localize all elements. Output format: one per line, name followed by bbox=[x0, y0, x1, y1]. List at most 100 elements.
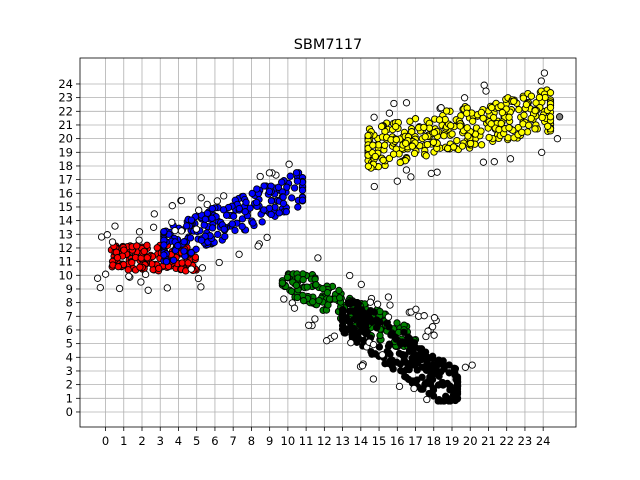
data-point-series-4 bbox=[399, 351, 407, 359]
data-point-series-4 bbox=[345, 298, 353, 307]
data-point-series-1 bbox=[279, 199, 288, 208]
y-tick-label: 4 bbox=[66, 350, 73, 364]
y-tick-label: 24 bbox=[58, 77, 73, 91]
data-point-series-2 bbox=[522, 100, 531, 109]
y-tick-label: 19 bbox=[58, 145, 73, 159]
data-point-series-2 bbox=[497, 119, 505, 128]
data-point-series-2 bbox=[421, 133, 429, 141]
outlier-point bbox=[96, 283, 104, 292]
y-tick-label: 11 bbox=[58, 255, 73, 269]
outlier-point bbox=[378, 351, 386, 359]
data-point-series-4 bbox=[381, 360, 389, 368]
outlier-point bbox=[177, 196, 186, 205]
data-point-series-2 bbox=[535, 93, 544, 102]
data-point-series-2 bbox=[369, 141, 377, 149]
data-point-series-1 bbox=[187, 216, 196, 224]
data-point-series-2 bbox=[538, 113, 546, 122]
y-tick-label: 0 bbox=[66, 405, 73, 419]
x-tick-label: 3 bbox=[157, 434, 164, 448]
data-point-series-1 bbox=[187, 249, 195, 257]
outlier-point bbox=[358, 362, 367, 370]
x-tick-label: 11 bbox=[299, 434, 314, 448]
data-point-series-2 bbox=[485, 133, 493, 142]
x-tick-label: 19 bbox=[445, 434, 460, 448]
y-tick-label: 17 bbox=[58, 173, 73, 187]
x-tick-label: 9 bbox=[266, 434, 273, 448]
data-point-series-2 bbox=[464, 132, 472, 140]
data-point-series-4 bbox=[453, 385, 462, 393]
outlier-point bbox=[177, 227, 186, 235]
outlier-point bbox=[402, 99, 411, 107]
data-point-series-1 bbox=[160, 251, 168, 259]
data-point-series-3 bbox=[283, 273, 292, 281]
outlier-point bbox=[430, 331, 438, 339]
outlier-point bbox=[386, 301, 394, 309]
data-point-series-1 bbox=[186, 234, 195, 242]
data-point-series-1 bbox=[160, 241, 168, 249]
x-tick-label: 0 bbox=[102, 434, 109, 448]
data-point-series-0 bbox=[120, 246, 128, 254]
data-point-series-0 bbox=[124, 266, 132, 274]
outlier-point bbox=[235, 250, 243, 258]
data-point-series-3 bbox=[393, 319, 401, 327]
x-tick-label: 21 bbox=[481, 434, 496, 448]
data-point-series-1 bbox=[174, 241, 182, 250]
outlier-point bbox=[384, 313, 393, 321]
data-point-series-2 bbox=[505, 113, 513, 121]
data-point-series-1 bbox=[267, 210, 275, 219]
outlier-point bbox=[280, 295, 288, 303]
outlier-point bbox=[203, 200, 211, 209]
outlier-point bbox=[187, 265, 195, 273]
outlier-point bbox=[311, 315, 319, 323]
data-point-series-1 bbox=[197, 236, 206, 244]
chart-title: SBM7117 bbox=[294, 37, 363, 53]
data-point-series-1 bbox=[208, 224, 217, 232]
data-point-series-1 bbox=[219, 206, 228, 214]
outlier-point bbox=[198, 264, 207, 272]
y-tick-label: 22 bbox=[58, 104, 73, 118]
data-point-series-1 bbox=[249, 219, 257, 227]
outlier-point bbox=[305, 321, 313, 329]
outlier-point bbox=[366, 298, 375, 306]
data-point-series-3 bbox=[299, 297, 308, 305]
data-point-series-0 bbox=[140, 247, 148, 256]
outlier-point bbox=[220, 192, 228, 200]
outlier-point bbox=[393, 177, 401, 185]
outlier-point bbox=[265, 169, 274, 177]
data-point-series-2 bbox=[477, 127, 485, 135]
data-point-series-1 bbox=[286, 172, 294, 180]
outlier-point bbox=[407, 173, 415, 181]
data-point-series-3 bbox=[303, 283, 311, 291]
data-point-series-1 bbox=[288, 194, 296, 202]
data-point-series-4 bbox=[428, 368, 436, 377]
data-point-series-4 bbox=[418, 363, 427, 371]
x-tick-label: 20 bbox=[463, 434, 478, 448]
data-point-series-3 bbox=[299, 276, 307, 284]
y-tick-label: 23 bbox=[58, 91, 73, 105]
outlier-point bbox=[256, 172, 264, 181]
data-point-series-1 bbox=[241, 208, 249, 216]
data-point-series-4 bbox=[391, 333, 399, 341]
data-point-series-0 bbox=[143, 241, 151, 249]
data-point-series-2 bbox=[396, 158, 404, 167]
outlier-point bbox=[347, 339, 355, 347]
y-tick-label: 1 bbox=[66, 391, 73, 405]
outlier-point bbox=[430, 314, 439, 322]
data-point-series-4 bbox=[426, 380, 435, 388]
outlier-point bbox=[370, 182, 378, 191]
data-point-series-1 bbox=[180, 247, 188, 255]
data-point-series-2 bbox=[477, 141, 486, 149]
data-point-series-1 bbox=[214, 230, 222, 239]
outlier-point bbox=[369, 340, 378, 349]
data-point-series-0 bbox=[191, 253, 200, 261]
data-point-series-4 bbox=[429, 386, 438, 394]
data-point-series-1 bbox=[260, 182, 268, 190]
data-point-series-2 bbox=[453, 136, 461, 145]
x-tick-label: 8 bbox=[248, 434, 255, 448]
data-point-series-3 bbox=[309, 298, 317, 306]
data-point-series-4 bbox=[385, 323, 393, 331]
data-point-series-2 bbox=[423, 140, 432, 149]
data-point-series-2 bbox=[469, 117, 477, 125]
data-point-series-2 bbox=[527, 114, 535, 123]
y-tick-label: 8 bbox=[66, 296, 73, 310]
